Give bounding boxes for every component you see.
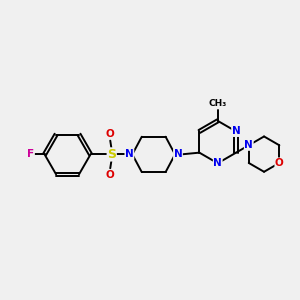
Text: O: O xyxy=(106,170,115,180)
Text: N: N xyxy=(174,149,182,159)
Text: O: O xyxy=(275,158,284,168)
Text: S: S xyxy=(107,148,116,161)
Text: CH₃: CH₃ xyxy=(208,99,227,108)
Text: O: O xyxy=(106,129,115,139)
Text: N: N xyxy=(232,126,241,136)
Text: N: N xyxy=(244,140,253,150)
Text: N: N xyxy=(213,158,222,168)
Text: N: N xyxy=(125,149,134,159)
Text: F: F xyxy=(27,149,34,159)
